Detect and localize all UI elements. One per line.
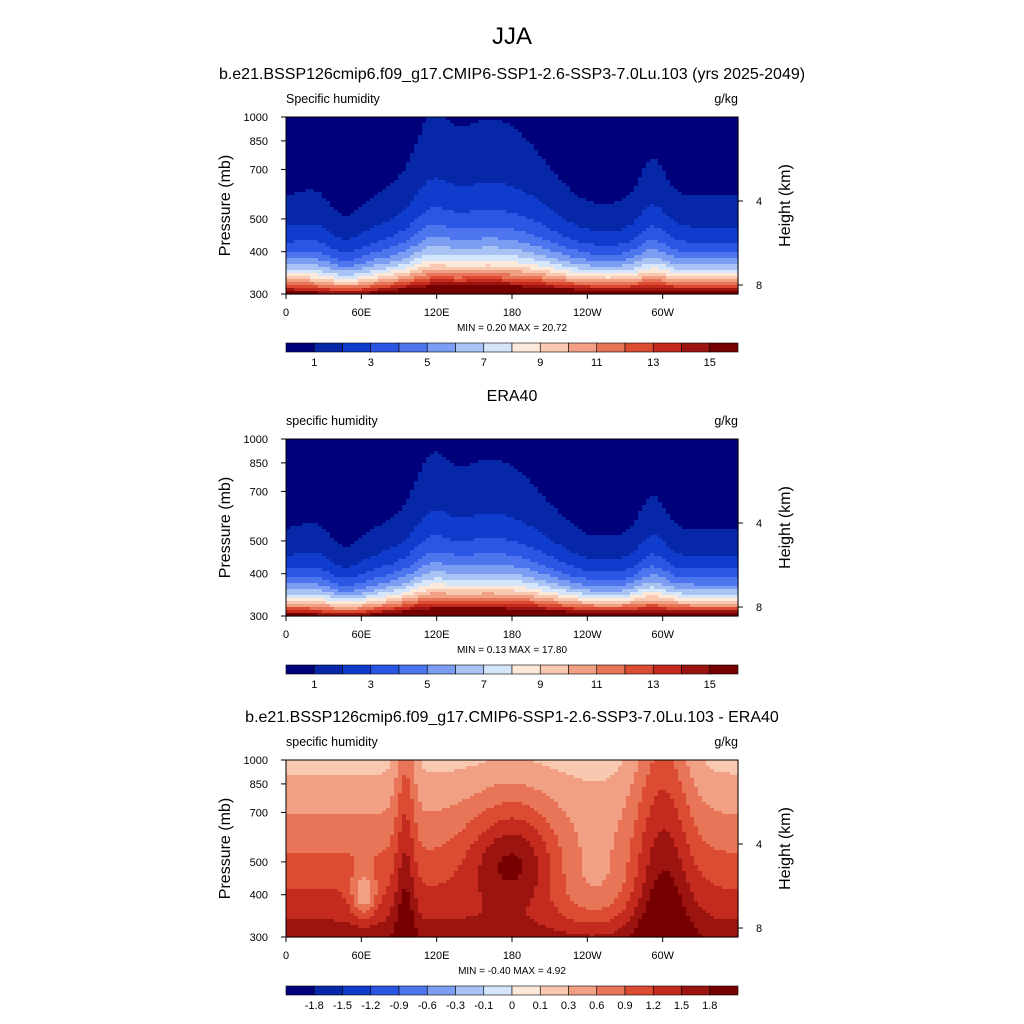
figure-title: JJA	[492, 23, 532, 50]
panel-1: b.e21.BSSP126cmip6.f09_g17.CMIP6-SSP1-2.…	[217, 66, 805, 369]
panel-title: b.e21.BSSP126cmip6.f09_g17.CMIP6-SSP1-2.…	[219, 66, 805, 83]
contour-field	[286, 117, 739, 295]
figure: JJA b.e21.BSSP126cmip6.f09_g17.CMIP6-SSP…	[0, 0, 1024, 1024]
units-label: g/kg	[714, 92, 738, 106]
variable-label: Specific humidity	[286, 92, 381, 106]
